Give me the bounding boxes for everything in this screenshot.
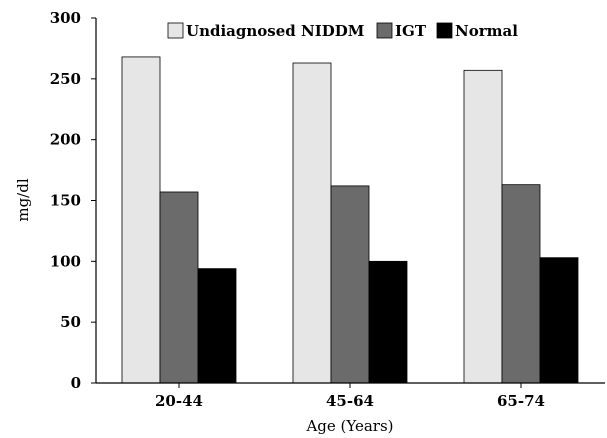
- bar-65-74-normal: [539, 257, 579, 384]
- legend-label-normal: Normal: [455, 22, 518, 40]
- bar-65-74-igt: [501, 184, 541, 384]
- bar-45-64-normal: [368, 260, 408, 384]
- bar-65-74-undiagnosed-niddm: [463, 69, 503, 384]
- y-axis-ticks: 0 50 100 150 200 250 300: [50, 9, 96, 392]
- bar-20-44-undiagnosed-niddm: [121, 56, 161, 384]
- legend-swatch-normal: [436, 22, 453, 39]
- bar-20-44-igt: [159, 191, 199, 384]
- x-axis-ticks: 20-44 45-64 65-74: [155, 383, 545, 410]
- legend-label-igt: IGT: [395, 22, 427, 40]
- x-tick-label-20-44: 20-44: [155, 392, 203, 410]
- legend: Undiagnosed NIDDM IGT Normal: [167, 22, 518, 40]
- y-tick-label-150: 150: [50, 192, 81, 210]
- y-tick-label-50: 50: [60, 313, 81, 331]
- legend-swatch-igt: [376, 22, 393, 39]
- y-tick-label-250: 250: [50, 70, 81, 88]
- y-tick-label-200: 200: [50, 131, 81, 149]
- bars-layer: [121, 56, 579, 384]
- legend-swatch-undiagnosed-niddm: [167, 22, 184, 39]
- bar-45-64-undiagnosed-niddm: [292, 62, 332, 384]
- x-tick-label-45-64: 45-64: [326, 392, 374, 410]
- legend-label-undiagnosed-niddm: Undiagnosed NIDDM: [186, 22, 364, 40]
- y-axis-title: mg/dl: [14, 178, 32, 221]
- y-tick-label-100: 100: [50, 252, 81, 270]
- bar-20-44-normal: [197, 268, 237, 384]
- x-tick-label-65-74: 65-74: [497, 392, 545, 410]
- y-tick-label-0: 0: [71, 374, 81, 392]
- bar-45-64-igt: [330, 185, 370, 384]
- x-axis-title: Age (Years): [305, 417, 393, 435]
- y-tick-label-300: 300: [50, 9, 81, 27]
